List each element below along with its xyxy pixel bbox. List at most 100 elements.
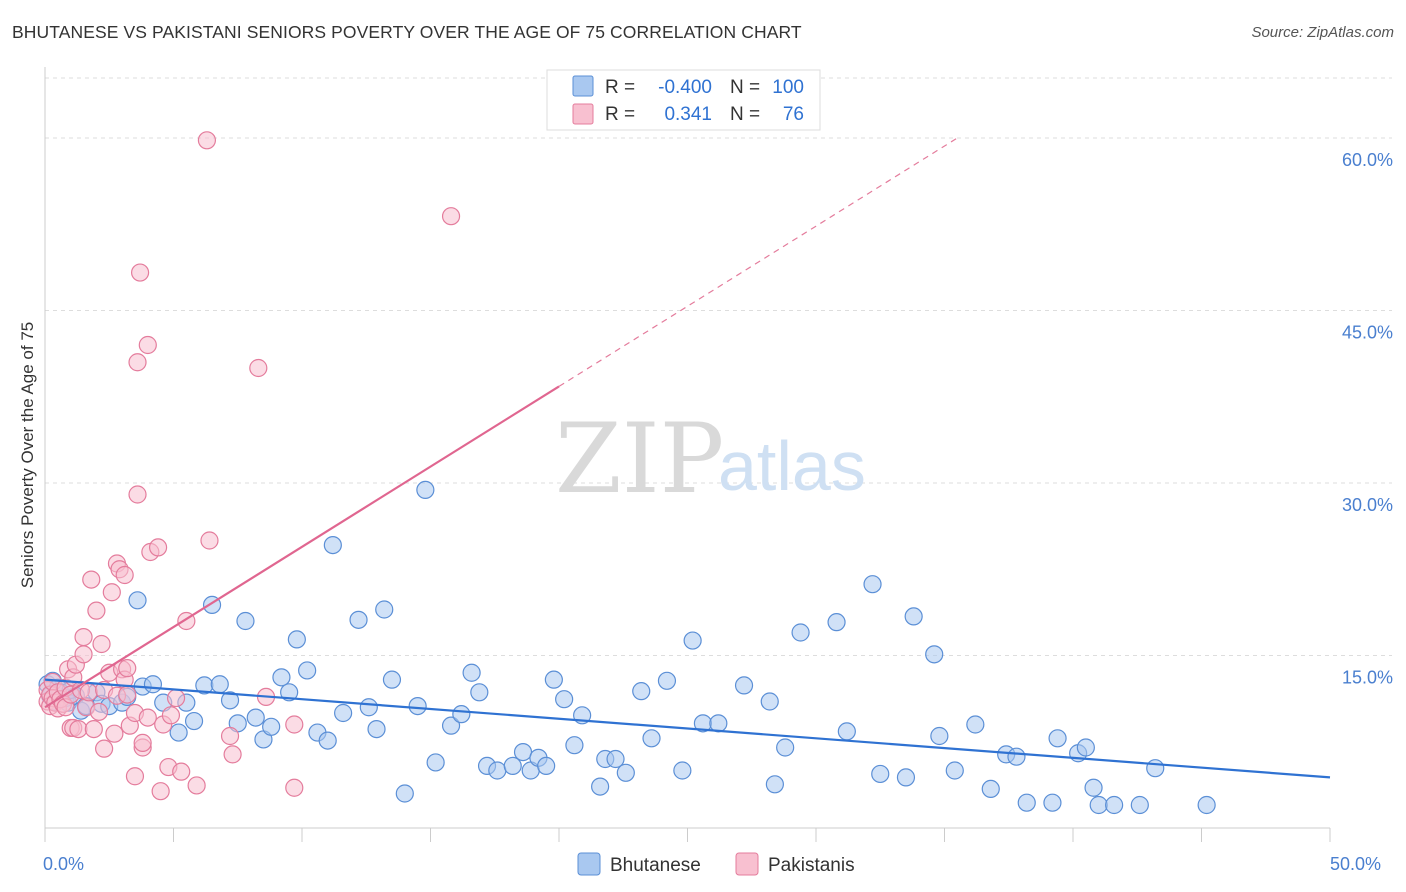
bhutanese-point (488, 761, 507, 780)
bhutanese-point (966, 715, 985, 734)
legend-n-value-pakistanis: 76 (783, 104, 804, 125)
x-tick-label-max: 50.0% (1330, 854, 1381, 874)
bhutanese-point (930, 726, 949, 746)
bhutanese-point (169, 723, 188, 742)
bhutanese-point (246, 708, 265, 727)
bhutanese-point (776, 738, 795, 757)
series-legend-swatch-pakistanis (735, 852, 759, 876)
series-legend-swatch-bhutanese (577, 852, 601, 876)
bhutanese-point (470, 683, 489, 702)
bhutanese-point (673, 761, 692, 780)
bhutanese-point (945, 761, 964, 780)
y-tick-label: 60.0% (1342, 150, 1393, 170)
bhutanese-point (837, 722, 856, 741)
bhutanese-point (503, 756, 522, 776)
bhutanese-point (184, 711, 204, 731)
watermark-atlas: atlas (718, 427, 866, 505)
legend-n-label-bhutanese: N = (730, 77, 760, 98)
bhutanese-point (462, 663, 481, 682)
bhutanese-point (616, 763, 635, 782)
bhutanese-point (287, 630, 306, 649)
bhutanese-point (683, 631, 702, 650)
pakistanis-point (84, 719, 103, 739)
pakistanis-point (138, 708, 157, 727)
bhutanese-point (1197, 795, 1216, 815)
bhutanese-point (441, 716, 461, 735)
bhutanese-point (1043, 793, 1062, 812)
y-axis-title: Seniors Poverty Over the Age of 75 (18, 322, 37, 588)
x-ticks (44, 828, 1331, 842)
legend-r-label-pakistanis: R = (605, 104, 635, 125)
pakistanis-point (79, 683, 98, 702)
x-tick-label-min: 0.0% (43, 854, 84, 874)
bhutanese-point (606, 749, 625, 769)
pakistanis-point (285, 778, 304, 797)
legend-r-value-pakistanis: 0.341 (664, 104, 712, 125)
y-tick-label: 15.0% (1342, 668, 1393, 688)
bhutanese-trendline (44, 678, 1331, 779)
pakistanis-point (223, 745, 242, 764)
bhutanese-point (513, 742, 533, 762)
pakistanis-point (441, 207, 461, 226)
pakistanis-trendline (44, 385, 560, 709)
pakistanis-trendline-extension (558, 137, 958, 387)
bhutanese-point (760, 692, 779, 711)
pakistanis-point (166, 688, 186, 708)
bhutanese-point (452, 705, 471, 724)
bhutanese-point (791, 623, 810, 642)
bhutanese-point (128, 591, 147, 610)
bhutanese-point (334, 703, 353, 723)
bhutanese-point (298, 661, 317, 680)
pakistanis-point (118, 659, 137, 678)
pakistanis-point (151, 782, 170, 801)
bhutanese-point (280, 683, 299, 702)
bhutanese-point (555, 690, 574, 709)
pakistanis-point (82, 570, 101, 589)
bhutanese-point (871, 764, 890, 784)
bhutanese-point (210, 675, 229, 694)
bhutanese-point (1089, 795, 1108, 815)
pakistanis-point (285, 715, 304, 734)
pakistanis-point (102, 583, 121, 602)
legend-n-value-bhutanese: 100 (772, 77, 804, 98)
series-legend-label-pakistanis: Pakistanis (768, 855, 855, 876)
pakistanis-point (197, 131, 217, 150)
pakistanis-point (128, 353, 147, 372)
legend-r-label-bhutanese: R = (605, 77, 635, 98)
gridlines (45, 77, 1392, 656)
bhutanese-point (1048, 729, 1067, 748)
pakistanis-point (69, 719, 88, 739)
pakistanis-point (89, 702, 109, 721)
bhutanese-point (765, 775, 784, 794)
pakistanis-point (138, 335, 157, 355)
series-legend-label-bhutanese: Bhutanese (610, 855, 701, 876)
bhutanese-point (1017, 793, 1036, 812)
bhutanese-point (382, 670, 402, 689)
pakistanis-point (187, 776, 206, 795)
bhutanese-point (323, 535, 342, 555)
bhutanese-point (734, 676, 754, 695)
pakistanis-point (74, 645, 93, 664)
pakistanis-point (92, 634, 111, 654)
bhutanese-point (408, 696, 427, 716)
bhutanese-point (925, 645, 944, 664)
pakistanis-point (105, 724, 124, 743)
bhutanese-point (544, 670, 563, 689)
pakistanis-point (200, 531, 219, 550)
watermark-zip: ZIP (555, 403, 724, 515)
pakistanis-point (172, 762, 191, 781)
bhutanese-point (591, 777, 610, 796)
bhutanese-point (262, 717, 281, 736)
pakistanis-point (128, 485, 147, 504)
pakistanis-point (220, 726, 240, 746)
y-tick-label: 30.0% (1342, 495, 1393, 515)
bhutanese-point (349, 610, 368, 629)
bhutanese-point (1146, 759, 1165, 778)
pakistanis-point (95, 739, 114, 758)
bhutanese-point (143, 675, 163, 694)
pakistanis-point (161, 706, 181, 725)
pakistanis-point (130, 263, 150, 282)
bhutanese-point (375, 600, 394, 619)
bhutanese-point (981, 779, 1000, 799)
